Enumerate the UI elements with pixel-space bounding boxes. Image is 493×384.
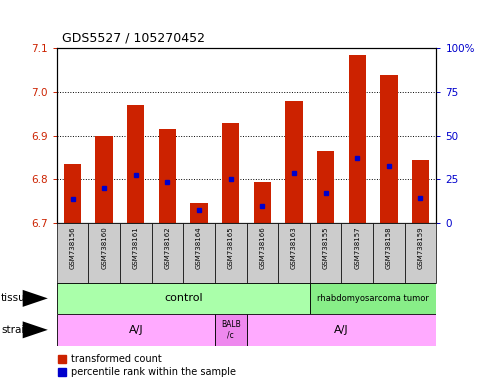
Polygon shape: [23, 290, 48, 307]
Bar: [190, 204, 208, 223]
Text: tissue: tissue: [1, 293, 32, 303]
Bar: [349, 55, 366, 223]
Text: GSM738158: GSM738158: [386, 226, 392, 269]
Bar: [159, 129, 176, 223]
Bar: [215, 223, 246, 283]
Bar: [246, 223, 278, 283]
Bar: [222, 122, 240, 223]
Text: GSM738165: GSM738165: [228, 226, 234, 269]
Bar: [127, 105, 144, 223]
Text: GSM738156: GSM738156: [70, 226, 75, 269]
Bar: [341, 223, 373, 283]
Text: GSM738159: GSM738159: [418, 226, 423, 269]
Text: rhabdomyosarcoma tumor: rhabdomyosarcoma tumor: [317, 294, 429, 303]
Bar: [215, 314, 246, 346]
Bar: [57, 283, 310, 314]
Bar: [57, 223, 88, 283]
Text: GSM738160: GSM738160: [101, 226, 107, 269]
Bar: [120, 223, 152, 283]
Polygon shape: [23, 321, 48, 338]
Text: GSM738162: GSM738162: [164, 226, 171, 269]
Bar: [88, 223, 120, 283]
Bar: [285, 101, 303, 223]
Bar: [310, 223, 341, 283]
Bar: [96, 136, 113, 223]
Text: GSM738164: GSM738164: [196, 226, 202, 269]
Text: GSM738157: GSM738157: [354, 226, 360, 269]
Bar: [183, 223, 215, 283]
Bar: [380, 74, 397, 223]
Text: GSM738155: GSM738155: [322, 226, 329, 268]
Text: GSM738163: GSM738163: [291, 226, 297, 269]
Bar: [278, 223, 310, 283]
Bar: [64, 164, 81, 223]
Text: BALB
/c: BALB /c: [221, 320, 241, 339]
Text: GSM738161: GSM738161: [133, 226, 139, 269]
Bar: [317, 151, 334, 223]
Bar: [253, 182, 271, 223]
Bar: [405, 223, 436, 283]
Text: GSM738166: GSM738166: [259, 226, 265, 269]
Bar: [57, 314, 215, 346]
Text: GDS5527 / 105270452: GDS5527 / 105270452: [62, 31, 205, 45]
Bar: [246, 314, 436, 346]
Text: control: control: [164, 293, 203, 303]
Text: strain: strain: [1, 325, 31, 335]
Text: A/J: A/J: [334, 325, 349, 335]
Bar: [152, 223, 183, 283]
Bar: [373, 223, 405, 283]
Legend: transformed count, percentile rank within the sample: transformed count, percentile rank withi…: [54, 351, 240, 381]
Bar: [310, 283, 436, 314]
Bar: [412, 160, 429, 223]
Text: A/J: A/J: [129, 325, 143, 335]
